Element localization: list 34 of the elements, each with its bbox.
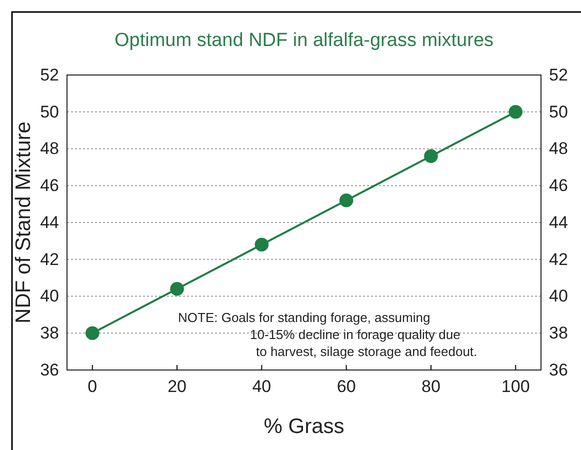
point [170, 282, 184, 296]
y-tick-label: 46 [40, 176, 59, 196]
chart-title: Optimum stand NDF in alfalfa-grass mixtures [114, 30, 494, 51]
x-tick-label: 0 [88, 377, 98, 396]
y2-tick-label: 40 [549, 286, 568, 306]
y2-tick-label: 38 [549, 324, 568, 343]
annotation: NOTE: Goals for standing forage, assuming 10-15% decline in forage quality due to harvest, silage storage and feedout. [178, 310, 478, 359]
x-axis-title: % Grass [264, 415, 344, 438]
y-tick-label: 44 [40, 212, 59, 232]
y2-tick-label: 46 [549, 176, 568, 196]
y2-tick-label: 36 [549, 360, 568, 380]
point [508, 104, 523, 119]
x-tick-label: 60 [336, 377, 356, 396]
y-tick-label: 48 [40, 139, 59, 158]
point [85, 326, 100, 340]
y2-tick-label: 44 [549, 212, 568, 232]
x-tick-label: 100 [501, 377, 530, 396]
point [254, 238, 269, 252]
y-tick-label: 50 [40, 102, 59, 122]
y-tick-label: 40 [40, 286, 59, 306]
y2-tick-label: 42 [549, 250, 568, 269]
point [424, 149, 438, 164]
y-tick-label: 52 [40, 65, 59, 84]
y-tick-label: 42 [40, 250, 59, 269]
y-tick-label: 36 [40, 360, 59, 380]
y2-tick-label: 50 [549, 102, 568, 122]
point [339, 193, 354, 208]
x-tick-label: 40 [252, 377, 272, 396]
y2-tick-label: 48 [549, 139, 568, 158]
y-tick-label: 38 [40, 324, 59, 343]
x-tick-label: 20 [168, 377, 186, 396]
y2-tick-label: 52 [549, 65, 568, 84]
y-axis-title: NDF of Stand Mixture [12, 122, 35, 324]
x-tick-label: 80 [422, 377, 440, 396]
